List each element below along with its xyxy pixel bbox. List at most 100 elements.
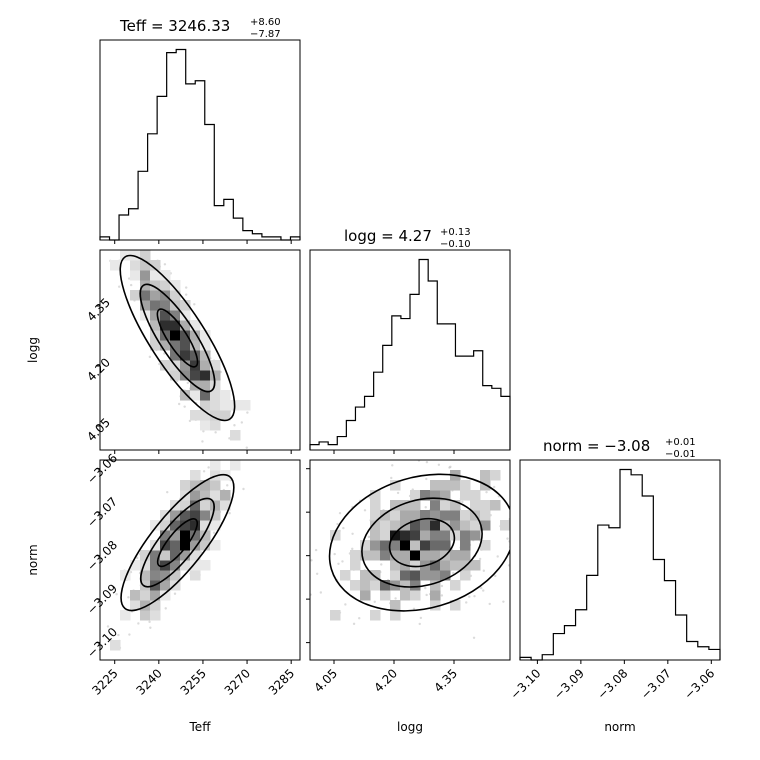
scatter-point	[472, 636, 476, 639]
density-cell	[450, 550, 461, 561]
scatter-point	[512, 568, 514, 570]
panel-2d-Teff-norm	[91, 459, 301, 661]
density-cell	[210, 410, 221, 421]
scatter-point	[127, 218, 129, 220]
scatter-point	[207, 466, 210, 469]
density-cell	[200, 510, 211, 521]
density-cell	[190, 360, 201, 371]
density-cell	[450, 520, 461, 531]
scatter-point	[193, 303, 196, 306]
scatter-point	[453, 457, 455, 459]
panel-hist-logg	[309, 249, 511, 454]
scatter-point	[244, 471, 246, 473]
density-cell	[170, 320, 181, 331]
panel-content-Teff-logg	[109, 218, 251, 473]
yticklabel-logg-2: 4.35	[84, 295, 113, 324]
density-cell	[200, 390, 211, 401]
density-cell	[370, 520, 381, 531]
density-cell	[150, 310, 161, 321]
density-cell	[180, 480, 191, 491]
title-norm: norm = −3.08 +0.01 −0.01	[543, 437, 696, 460]
density-cell	[170, 330, 181, 341]
title-norm-lower: −0.01	[665, 449, 696, 460]
density-cell	[430, 490, 441, 501]
scatter-point	[342, 526, 345, 530]
density-cell	[430, 520, 441, 531]
density-cell	[190, 390, 201, 401]
scatter-point	[539, 488, 541, 490]
density-cell	[360, 570, 371, 581]
contour-outer	[120, 473, 235, 612]
density-cell	[170, 530, 181, 541]
scatter-point	[523, 565, 525, 567]
density-cell	[200, 330, 211, 341]
density-cell	[460, 480, 471, 491]
density-cell	[430, 600, 441, 611]
density-cell	[170, 350, 181, 361]
density-cell	[150, 610, 161, 621]
density-cell	[210, 400, 221, 411]
density-cell	[200, 560, 211, 571]
scatter-point	[373, 600, 376, 603]
scatter-point	[233, 424, 236, 427]
yticklabel-norm-1: −3.07	[84, 494, 120, 530]
density-cell	[150, 590, 161, 601]
scatter-point	[184, 293, 188, 296]
density-cell	[190, 330, 201, 341]
density-cell	[360, 580, 371, 591]
density-cell	[170, 560, 181, 571]
density-cell	[470, 520, 481, 531]
scatter-point	[367, 535, 371, 539]
scatter-point	[482, 589, 485, 592]
density-cell	[440, 570, 451, 581]
scatter-point	[336, 522, 339, 526]
density-cell	[150, 290, 161, 301]
scatter-point	[91, 637, 93, 639]
density-cell	[360, 540, 371, 551]
xticklabel-logg-2: 4.35	[431, 666, 460, 695]
density-cell	[400, 500, 411, 511]
density-cell	[400, 570, 411, 581]
density-cell	[180, 520, 191, 531]
density-cell	[450, 510, 461, 521]
density-cell	[410, 500, 421, 511]
density-cell	[380, 520, 391, 531]
density-cell	[160, 310, 171, 321]
density-cell	[160, 550, 171, 561]
yticklabel-norm-3: −3.09	[84, 581, 120, 617]
xticklabel-norm-3: −3.07	[638, 666, 674, 702]
contour-outer	[328, 473, 510, 612]
scatter-point	[412, 607, 416, 610]
xlabel-teff: Teff	[189, 720, 212, 734]
density-cell	[190, 500, 201, 511]
density-cell	[380, 510, 391, 521]
scatter-point	[502, 600, 505, 603]
scatter-point	[517, 480, 519, 482]
density-cell	[130, 560, 141, 571]
scatter-point	[461, 500, 464, 504]
density-cell	[410, 550, 421, 561]
scatter-point	[111, 231, 113, 233]
density-cell	[150, 540, 161, 551]
scatter-point	[115, 592, 118, 596]
scatter-point	[135, 556, 139, 560]
contour-middle	[139, 497, 215, 588]
density-cell	[210, 360, 221, 371]
scatter-point	[452, 571, 455, 575]
scatter-point	[214, 431, 217, 434]
density-cell	[200, 420, 211, 431]
title-logg-lower: −0.10	[440, 239, 471, 250]
xticklabel-Teff-1: 3240	[133, 666, 164, 697]
scatter-point	[158, 362, 161, 366]
scatter-point	[448, 466, 451, 469]
hist-line-norm	[519, 468, 721, 661]
scatter-point	[137, 622, 140, 625]
density-cell	[420, 490, 431, 501]
density-cell	[450, 560, 461, 571]
scatter-point	[529, 499, 531, 501]
scatter-point	[202, 430, 205, 433]
density-cell	[370, 610, 381, 621]
density-cell	[210, 520, 221, 531]
